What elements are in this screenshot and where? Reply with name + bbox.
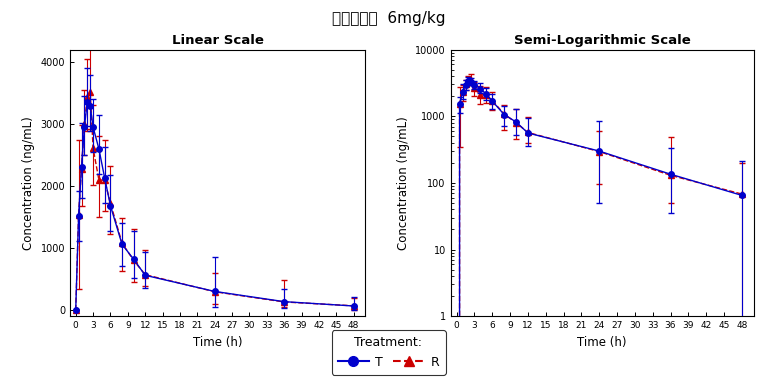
X-axis label: Time (h): Time (h) [193, 336, 242, 349]
Y-axis label: Concentration (ng/mL): Concentration (ng/mL) [396, 116, 409, 250]
Title: Semi-Logarithmic Scale: Semi-Logarithmic Scale [514, 34, 691, 47]
Legend: T, R: T, R [332, 330, 445, 375]
X-axis label: Time (h): Time (h) [577, 336, 627, 349]
Text: 给药剂量：  6mg/kg: 给药剂量： 6mg/kg [332, 11, 445, 26]
Y-axis label: Concentration (ng/mL): Concentration (ng/mL) [22, 116, 35, 250]
Title: Linear Scale: Linear Scale [172, 34, 263, 47]
